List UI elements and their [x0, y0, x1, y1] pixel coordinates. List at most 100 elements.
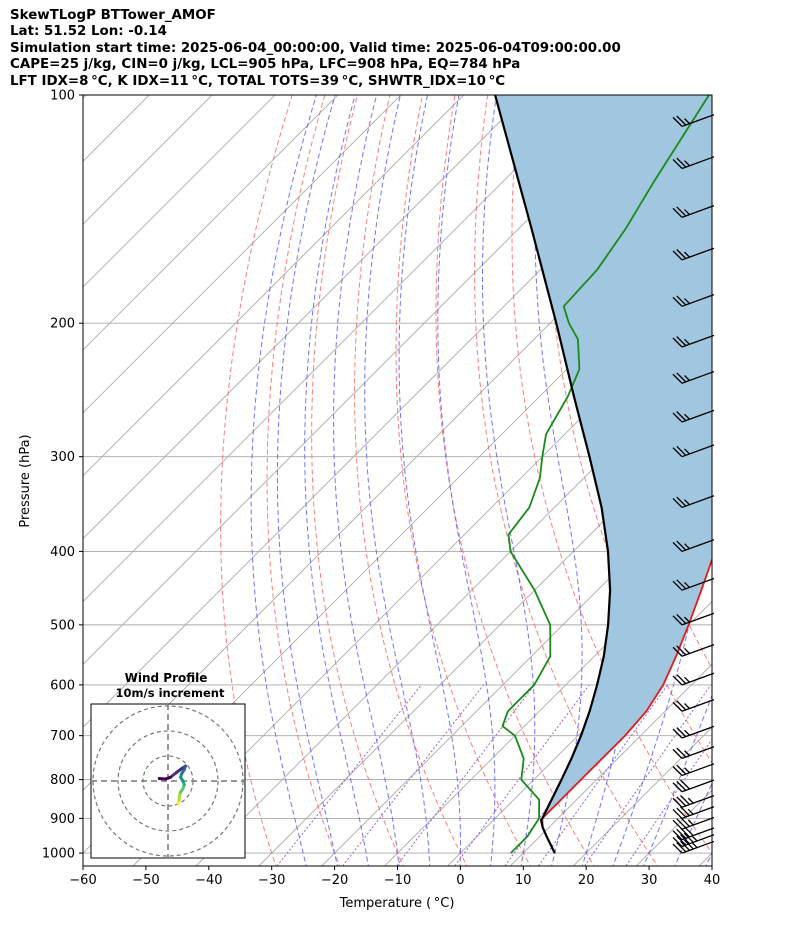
wind-barbs	[672, 114, 715, 854]
wind-barb	[672, 156, 715, 170]
cape-area	[495, 95, 712, 854]
wind-barb	[672, 539, 715, 553]
isotherm-line	[446, 600, 712, 866]
x-tick-label: 30	[641, 873, 658, 888]
wind-barb	[672, 806, 715, 820]
profile-lines	[494, 95, 712, 854]
dry-adiabat-line	[354, 95, 468, 866]
moist-adiabat-line	[643, 693, 712, 866]
dewpoint-line	[501, 95, 710, 854]
wind-barb	[672, 114, 715, 127]
wind-barb	[672, 746, 715, 759]
isotherm-line	[83, 95, 465, 477]
wind-barb	[672, 334, 715, 348]
wind-barb	[672, 779, 715, 793]
moist-adiabat-line	[398, 95, 461, 866]
wind-barb	[672, 612, 715, 626]
hodograph-segment	[157, 777, 167, 781]
isotherm-line	[383, 537, 712, 866]
wind-barb	[672, 247, 715, 261]
dry-adiabat-line	[779, 78, 794, 869]
y-tick-label: 900	[50, 812, 75, 827]
dry-adiabat-line	[266, 95, 341, 866]
hodograph-inset: Wind Profile 10m/s increment	[90, 671, 246, 859]
x-tick-label: −10	[384, 873, 411, 888]
x-tick-label: 20	[578, 873, 595, 888]
parcel-line	[494, 95, 612, 854]
isotherm-line	[83, 95, 339, 351]
x-axis: −60 −50 −40 −30 −20 −10 0 10 20 30 40	[69, 866, 720, 888]
hodograph-subtitle: 10m/s increment	[116, 686, 225, 700]
moist-adiabat-line	[705, 851, 712, 866]
time-line: Simulation start time: 2025-06-04_00:00:…	[10, 40, 621, 56]
moist-adiabat-line	[482, 95, 536, 866]
moist-adiabat-line	[364, 95, 431, 866]
x-tick-label: −60	[69, 873, 96, 888]
y-tick-label: 700	[50, 729, 75, 744]
cape-line: CAPE=25 j/kg, CIN=0 j/kg, LCL=905 hPa, L…	[10, 57, 521, 73]
y-tick-label: 1000	[42, 847, 75, 862]
x-tick-label: 10	[515, 873, 532, 888]
isotherm-line	[572, 726, 712, 866]
mixing-ratio-line	[396, 684, 535, 866]
wind-barb	[672, 794, 715, 808]
dry-adiabat-line	[220, 95, 293, 866]
x-tick-label: 0	[456, 873, 464, 888]
mixing-ratio-line	[537, 684, 669, 866]
x-tick-label: −40	[195, 873, 222, 888]
dry-adiabat-line	[747, 78, 794, 869]
isotherm-line	[83, 95, 213, 225]
wind-barb	[672, 725, 715, 739]
y-axis: 100 200 300 400 500 600 700 800 900 1000	[42, 89, 83, 862]
mixing-ratio-line	[625, 738, 712, 866]
chart-header: SkewTLogP BTTower_AMOF Lat: 51.52 Lon: -…	[10, 8, 621, 90]
mixing-ratio-line	[342, 684, 484, 866]
temperature-line	[541, 556, 712, 854]
wind-barb	[672, 698, 715, 712]
dry-adiabat-line	[474, 95, 659, 866]
mixing-ratio-line	[276, 684, 422, 866]
isotherm-line	[83, 95, 591, 603]
x-tick-label: −20	[321, 873, 348, 888]
isotherm-line	[83, 95, 276, 288]
dry-adiabats	[220, 78, 794, 869]
dry-adiabat-line	[311, 95, 404, 866]
dry-adiabat-line	[395, 95, 532, 866]
wind-barb	[672, 370, 715, 384]
moist-adiabat-line	[437, 95, 496, 866]
y-tick-label: 100	[50, 89, 75, 104]
isotherm-line	[83, 95, 87, 99]
wind-barb	[672, 643, 715, 657]
wind-barb	[672, 205, 715, 218]
location-line: Lat: 51.52 Lon: -0.14	[10, 24, 167, 40]
moist-adiabat-line	[333, 95, 400, 866]
isotherm-line	[321, 475, 712, 866]
y-tick-label: 400	[50, 545, 75, 560]
wind-barb	[672, 495, 715, 509]
x-tick-label: −30	[258, 873, 285, 888]
moist-adiabat-line	[735, 95, 794, 869]
x-tick-label: −50	[132, 873, 159, 888]
wind-barb	[672, 816, 715, 830]
mixing-ratio-line	[454, 684, 590, 866]
moist-adiabat-line	[674, 782, 712, 866]
y-tick-label: 800	[50, 773, 75, 788]
hodograph-ring	[117, 730, 219, 832]
dry-adiabat-line	[547, 95, 712, 764]
y-axis-label: Pressure (hPa)	[18, 434, 33, 527]
x-tick-label: 40	[704, 873, 721, 888]
y-tick-label: 600	[50, 678, 75, 693]
wind-barb	[672, 672, 715, 686]
wind-barb	[672, 763, 715, 777]
isotherm-line	[132, 286, 712, 866]
wind-barb	[672, 577, 715, 591]
wind-barb	[672, 409, 715, 423]
dry-adiabat-line	[435, 95, 595, 866]
isotherm-line	[759, 78, 794, 869]
moist-adiabat-line	[276, 95, 338, 866]
chart-title: SkewTLogP BTTower_AMOF	[10, 8, 216, 23]
y-tick-label: 200	[50, 317, 75, 332]
moist-adiabat-line	[250, 95, 317, 866]
y-tick-label: 300	[50, 450, 75, 465]
